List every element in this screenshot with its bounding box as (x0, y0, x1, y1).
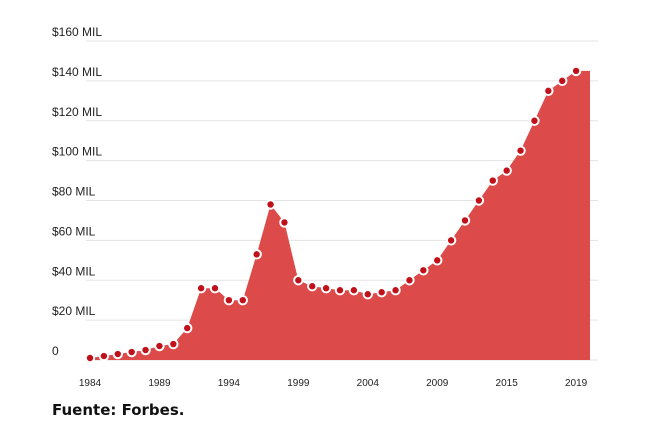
data-point (404, 275, 415, 286)
data-point (334, 285, 346, 296)
y-tick-label: $40 MIL (52, 264, 96, 278)
y-tick-label: $120 MIL (52, 105, 102, 119)
data-point (98, 350, 110, 362)
data-point (570, 65, 582, 77)
data-point (473, 195, 485, 206)
x-tick-label: 1984 (79, 378, 102, 389)
source-note: Fuente: Forbes. (52, 401, 185, 419)
y-tick-label: $160 MIL (52, 25, 102, 39)
data-point (140, 344, 151, 356)
data-point (432, 255, 443, 266)
data-point (515, 145, 526, 156)
data-point (195, 283, 207, 294)
y-tick-label: $80 MIL (52, 185, 96, 199)
data-point (487, 175, 498, 186)
data-point (529, 115, 540, 126)
data-point (445, 235, 457, 246)
data-point (279, 217, 290, 228)
y-tick-label: $20 MIL (52, 304, 96, 318)
data-point (209, 283, 221, 294)
area-fill (90, 70, 590, 360)
area-series (90, 70, 590, 360)
data-point (237, 294, 248, 306)
data-point (112, 348, 123, 360)
x-tick-label: 2009 (426, 378, 449, 389)
data-point (362, 289, 373, 300)
x-tick-label: 2015 (496, 378, 519, 389)
data-point (84, 352, 96, 364)
x-tick-label: 2019 (565, 378, 588, 389)
data-points (84, 65, 582, 364)
y-tick-label: $100 MIL (52, 145, 102, 159)
y-tick-label: 0 (52, 344, 59, 358)
y-tick-label: $140 MIL (52, 65, 102, 79)
data-point (320, 283, 332, 294)
data-point (459, 215, 471, 226)
gridlines (86, 40, 598, 361)
x-axis-ticks: 1984 1989 1994 1999 2004 2009 2015 2019 (79, 378, 588, 389)
data-point (557, 75, 568, 87)
data-point (376, 287, 387, 298)
y-axis-ticks: 0 $20 MIL $40 MIL $60 MIL $80 MIL $100 MIL $12… (52, 25, 102, 358)
data-point (223, 294, 235, 306)
x-tick-label: 1989 (148, 378, 171, 389)
x-tick-label: 1999 (287, 378, 310, 389)
data-point (126, 346, 137, 358)
data-point (418, 265, 429, 276)
data-point (182, 322, 193, 334)
data-point (390, 285, 401, 296)
data-point (265, 199, 276, 210)
data-point (501, 165, 512, 176)
data-point (154, 340, 165, 352)
data-point (307, 281, 318, 292)
data-point (543, 85, 554, 97)
x-tick-label: 2004 (357, 378, 380, 389)
y-tick-label: $60 MIL (52, 224, 96, 238)
data-point (348, 285, 360, 296)
data-point (293, 275, 304, 286)
data-point (251, 249, 262, 260)
x-tick-label: 1994 (218, 378, 241, 389)
data-point (168, 338, 179, 350)
